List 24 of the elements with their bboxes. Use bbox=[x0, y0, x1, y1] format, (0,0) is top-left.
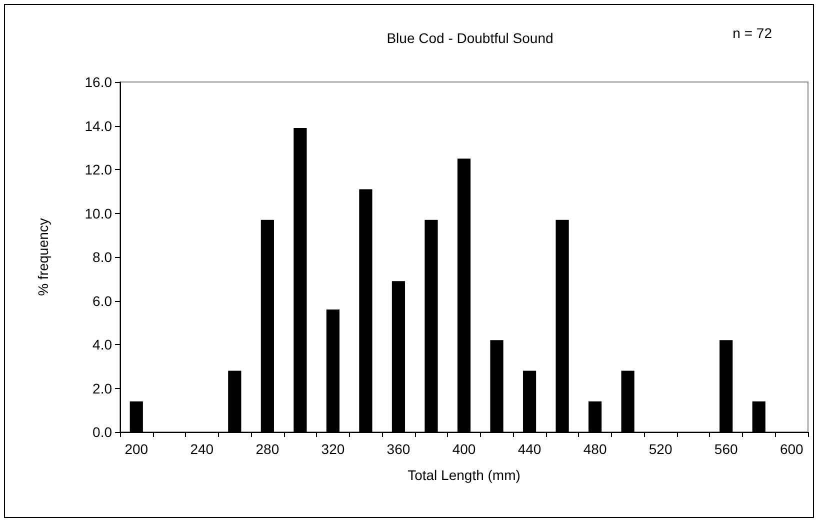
text: n = 72 bbox=[732, 25, 772, 41]
x-tick-label: 480 bbox=[583, 441, 607, 457]
y-tick-label: 10.0 bbox=[84, 205, 112, 222]
x-tick-label: 200 bbox=[124, 441, 148, 457]
x-tick-label: 440 bbox=[518, 441, 542, 457]
y-tick-label: 16.0 bbox=[84, 74, 112, 90]
x-tick-label: 360 bbox=[386, 441, 410, 457]
x-tick-label: 280 bbox=[256, 441, 280, 457]
x-axis-title: Total Length (mm) bbox=[408, 467, 520, 483]
x-tick-label: 600 bbox=[780, 441, 804, 457]
y-tick-label: 2.0 bbox=[92, 380, 112, 396]
x-tick-label: 560 bbox=[714, 441, 738, 457]
y-axis-title: % frequency bbox=[35, 218, 51, 296]
y-tick-label: 6.0 bbox=[92, 292, 112, 309]
y-tick-label: 12.0 bbox=[84, 162, 112, 178]
x-tick-label: 400 bbox=[452, 441, 476, 457]
y-tick-label: 0.0 bbox=[92, 424, 112, 440]
x-tick-label: 320 bbox=[321, 441, 345, 457]
x-tick-label: 520 bbox=[648, 441, 672, 457]
y-tick-label: 8.0 bbox=[92, 249, 112, 265]
y-tick-label: 4.0 bbox=[92, 336, 112, 352]
y-tick-label: 14.0 bbox=[84, 118, 112, 134]
x-tick-label: 240 bbox=[190, 441, 214, 457]
chart-title: Blue Cod - Doubtful Sound bbox=[386, 30, 554, 46]
